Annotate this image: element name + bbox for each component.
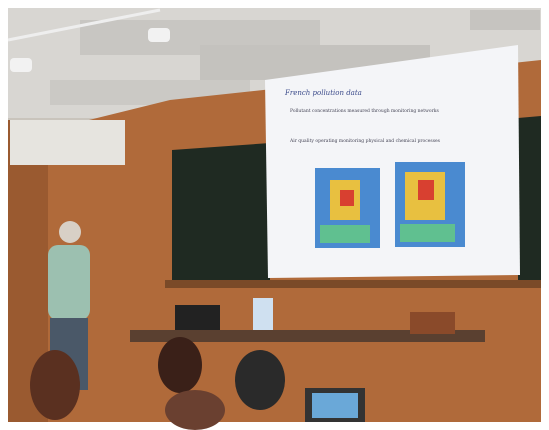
rail xyxy=(7,8,161,42)
audience-head xyxy=(30,350,80,420)
audience-head xyxy=(158,337,202,393)
ledge xyxy=(165,280,541,288)
spotlight xyxy=(10,58,32,72)
blind xyxy=(10,120,125,165)
slide-bullet: Pollutant concentrations measured throug… xyxy=(290,108,439,114)
bottles xyxy=(253,298,273,330)
audience-head xyxy=(235,350,285,410)
table xyxy=(130,330,485,342)
speaker-top xyxy=(48,245,90,320)
projection-screen xyxy=(265,45,520,278)
laptop-screen xyxy=(312,393,358,418)
slide-title: French pollution data xyxy=(284,89,362,97)
map-region xyxy=(418,180,434,200)
speaker-head xyxy=(59,221,81,243)
spotlight xyxy=(148,28,170,42)
laptop xyxy=(175,305,220,330)
audience-head xyxy=(165,390,225,430)
map-region xyxy=(320,225,370,243)
blackboard xyxy=(518,116,541,280)
blackboard xyxy=(172,143,270,280)
map-region xyxy=(340,190,354,206)
slide-bullet: Air quality operating monitoring physica… xyxy=(289,138,441,144)
chair xyxy=(410,312,455,334)
map-region xyxy=(400,224,455,242)
ceiling-panel xyxy=(470,10,540,30)
